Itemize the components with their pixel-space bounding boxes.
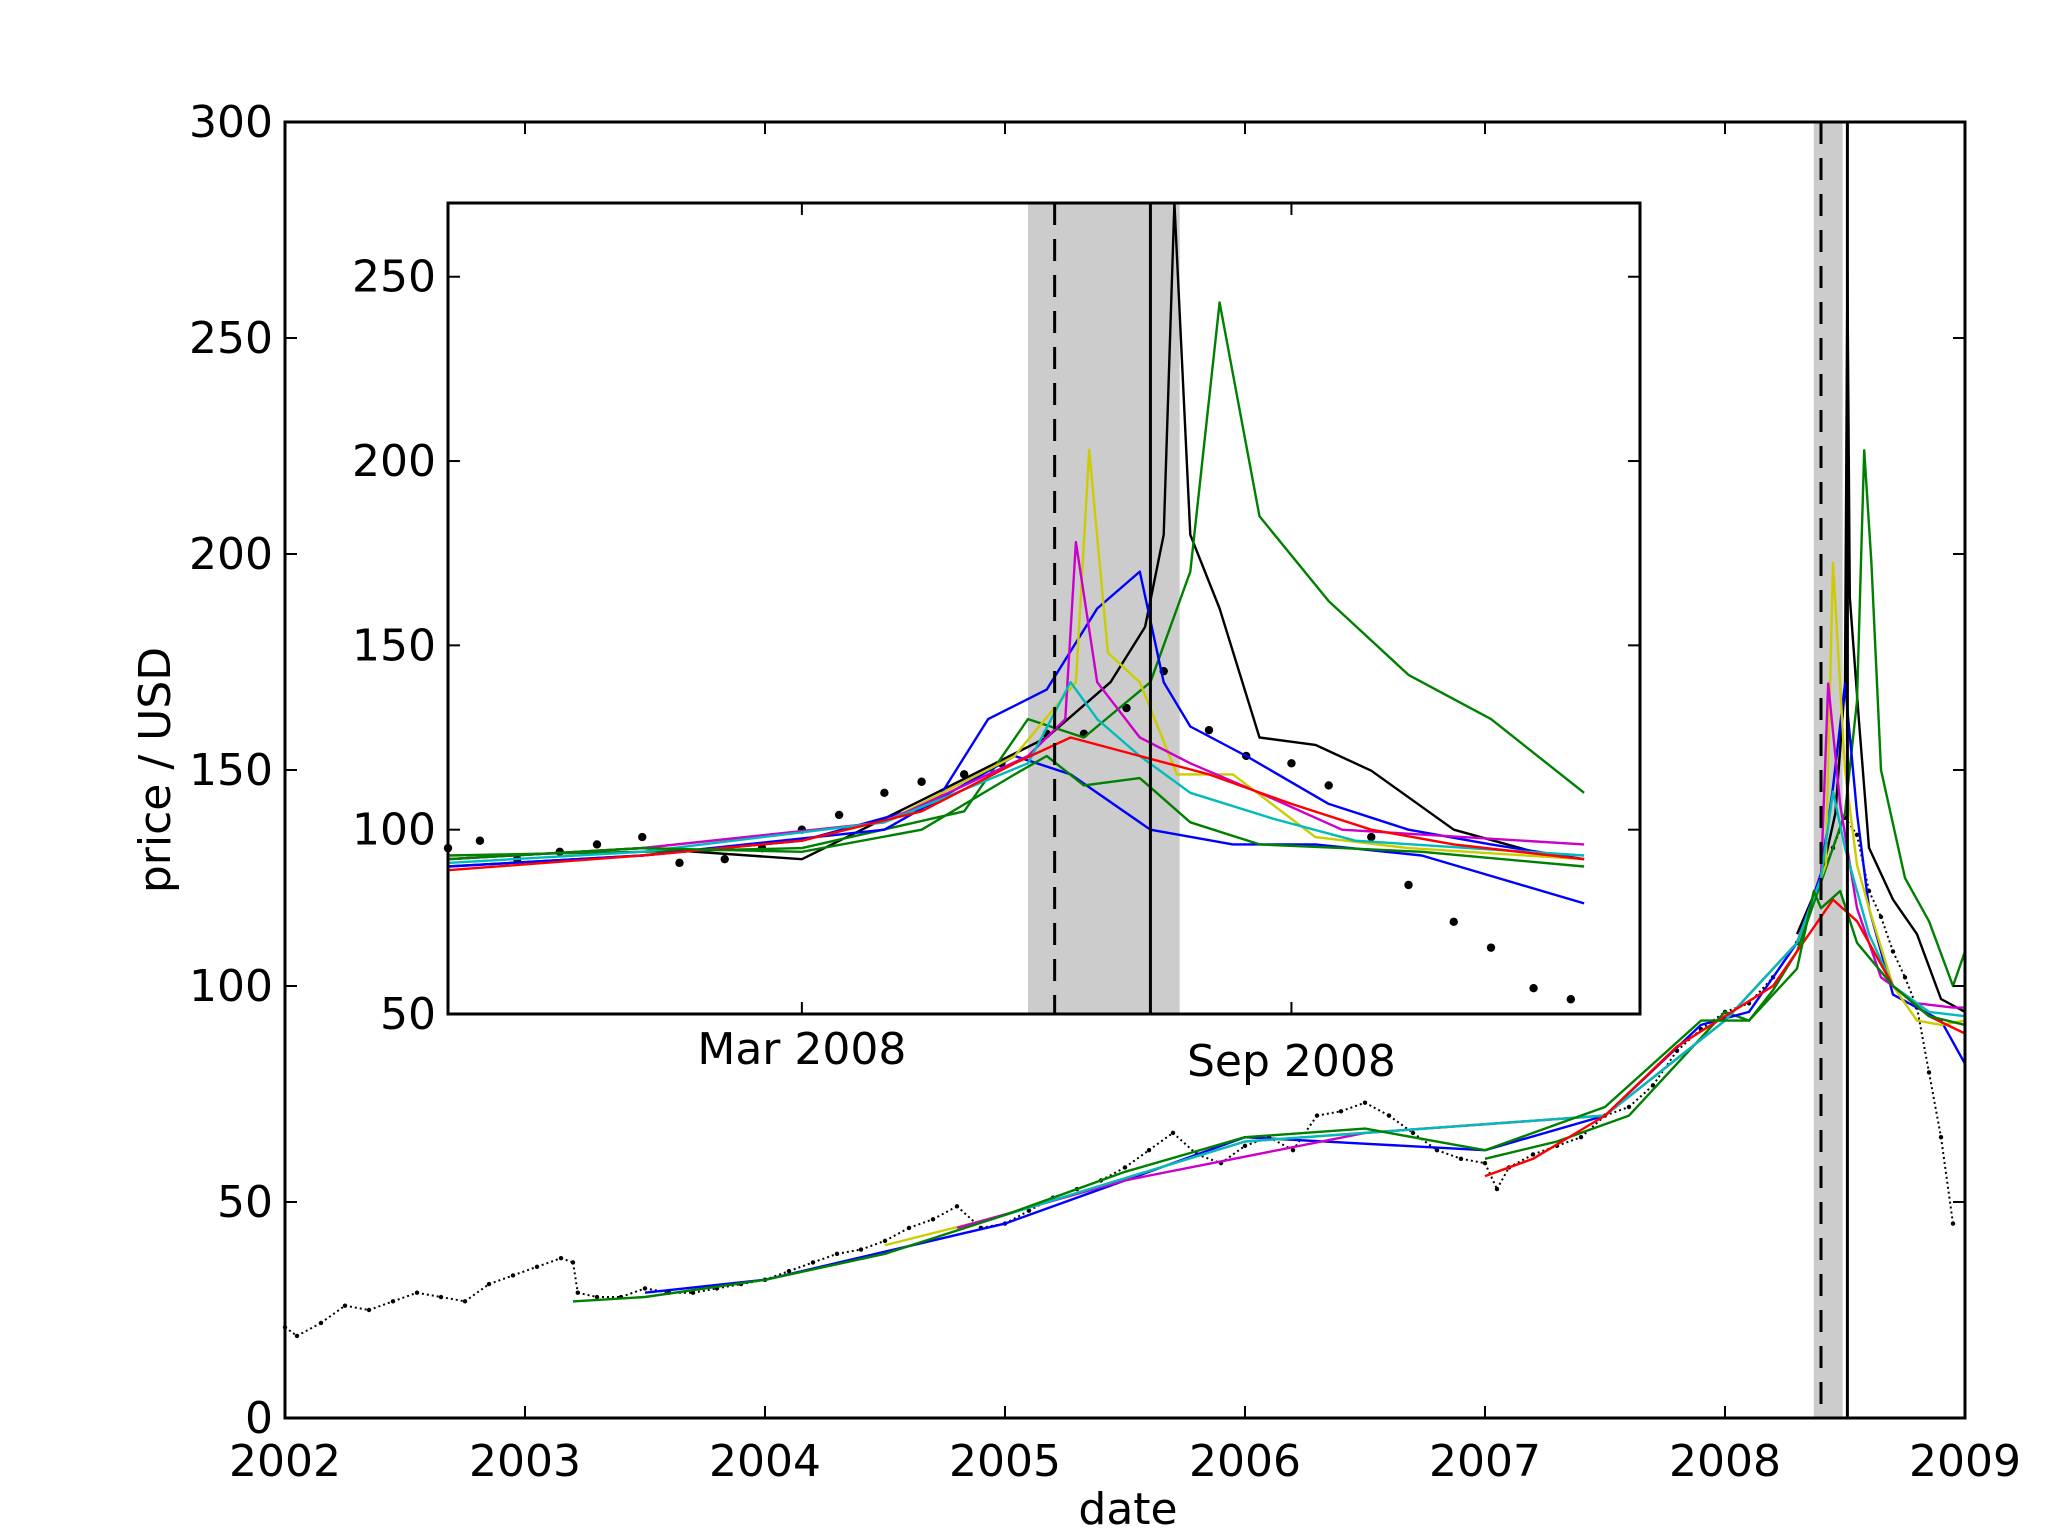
main-price-trace xyxy=(1928,1072,1942,1138)
main-xtick-label: 2005 xyxy=(949,1436,1061,1487)
inset-price-dot xyxy=(1529,983,1538,993)
inset-plot: 50 100 150 200 250 Mar 2008 Sep 2008 xyxy=(352,201,1642,1087)
main-xtick-label: 2004 xyxy=(709,1436,821,1487)
inset-vertical-lines xyxy=(1053,203,1152,1014)
inset-xtick-label: Mar 2008 xyxy=(697,1024,906,1075)
main-price-trace xyxy=(1172,1132,1198,1156)
inset-price-dot xyxy=(720,854,729,864)
x-axis-label: date xyxy=(1078,1484,1177,1535)
main-price-trace xyxy=(860,1239,886,1251)
main-ytick-label: 200 xyxy=(189,529,273,580)
main-price-trace xyxy=(1340,1101,1366,1113)
main-price-trace xyxy=(644,1287,670,1294)
inset-price-dot xyxy=(1204,725,1214,735)
main-y-axis: 0 50 100 150 200 250 300 xyxy=(189,97,1965,1444)
main-ytick-label: 150 xyxy=(189,745,273,796)
main-x-axis: 2002 2003 2004 2005 2006 2007 2008 2009 xyxy=(229,122,2021,1487)
inset-ytick-label: 150 xyxy=(352,620,436,671)
main-price-trace xyxy=(560,1257,574,1264)
main-xtick-label: 2003 xyxy=(469,1436,581,1487)
main-price-trace xyxy=(1916,1007,1930,1073)
inset-ytick-label: 200 xyxy=(352,436,436,487)
main-xtick-label: 2006 xyxy=(1189,1436,1301,1487)
main-series-line-7 xyxy=(572,889,1966,1303)
inset-price-dot xyxy=(1122,703,1131,713)
inset-price-dot xyxy=(1404,880,1413,890)
main-ytick-label: 300 xyxy=(189,97,273,148)
inset-price-dot xyxy=(675,858,684,868)
inset-series-line-1 xyxy=(447,301,1585,857)
inset-plot-frame xyxy=(446,201,1642,1016)
inset-price-dot xyxy=(917,777,926,786)
inset-price-dot xyxy=(638,832,647,842)
main-price-trace xyxy=(440,1296,466,1303)
main-price-trace xyxy=(1316,1110,1342,1117)
main-price-trace xyxy=(488,1274,514,1286)
inset-price-dot xyxy=(834,810,844,820)
main-price-trace xyxy=(764,1270,790,1281)
main-price-trace xyxy=(1460,1157,1486,1165)
inset-ytick-label: 50 xyxy=(380,989,436,1040)
main-price-trace xyxy=(692,1287,718,1294)
main-xtick-label: 2008 xyxy=(1669,1436,1781,1487)
main-price-trace xyxy=(788,1261,814,1273)
inset-x-axis: Mar 2008 Sep 2008 xyxy=(697,203,1396,1087)
inset-price-dot xyxy=(1566,995,1576,1004)
inset-price-dot xyxy=(1367,832,1376,842)
inset-xtick-label: Sep 2008 xyxy=(1187,1036,1396,1087)
main-ytick-label: 250 xyxy=(189,313,273,364)
inset-price-dot xyxy=(880,788,889,798)
main-price-trace xyxy=(812,1252,838,1264)
main-price-trace xyxy=(908,1218,934,1229)
main-series-line-1 xyxy=(1484,449,1967,1160)
inset-y-axis: 50 100 150 200 250 xyxy=(352,252,1640,1040)
main-xtick-label: 2009 xyxy=(1909,1436,2021,1487)
inset-series-line-6 xyxy=(447,681,1585,865)
inset-price-dot xyxy=(475,836,485,845)
main-price-trace xyxy=(1436,1149,1462,1160)
main-price-trace xyxy=(344,1304,370,1311)
main-price-trace xyxy=(577,1291,598,1299)
inset-series-line-7 xyxy=(447,736,1585,872)
main-series-group xyxy=(572,272,1967,1303)
main-ytick-label: 50 xyxy=(217,1177,273,1228)
main-xtick-label: 2002 xyxy=(229,1436,341,1487)
main-price-trace xyxy=(836,1248,862,1255)
main-price-trace xyxy=(1904,976,1918,1008)
main-price-trace xyxy=(1496,1166,1510,1190)
main-price-trace xyxy=(572,1262,579,1293)
y-axis-label: price / USD xyxy=(130,647,181,893)
main-vertical-lines xyxy=(1819,122,1849,1418)
inset-price-dot xyxy=(1449,917,1458,927)
main-price-trace xyxy=(416,1291,442,1299)
inset-series-line-2 xyxy=(447,570,1585,868)
inset-price-dot xyxy=(592,840,602,849)
inset-price-dot xyxy=(1486,943,1496,952)
inset-price-dot xyxy=(1287,759,1296,768)
inset-ytick-label: 100 xyxy=(352,805,436,856)
main-ytick-label: 0 xyxy=(245,1393,273,1444)
main-xtick-label: 2007 xyxy=(1429,1436,1541,1487)
main-price-trace xyxy=(536,1257,562,1268)
main-price-trace xyxy=(1880,916,1894,952)
main-price-trace xyxy=(1628,1084,1654,1108)
main-price-trace xyxy=(620,1287,646,1298)
main-price-trace xyxy=(512,1265,538,1277)
inset-series-line-8 xyxy=(447,754,1585,868)
main-price-trace xyxy=(368,1300,394,1311)
inset-price-dot xyxy=(1324,781,1333,790)
main-price-trace xyxy=(1604,1106,1630,1117)
inset-ytick-label: 250 xyxy=(352,252,436,303)
main-price-trace xyxy=(1556,1136,1582,1147)
main-ytick-label: 100 xyxy=(189,961,273,1012)
main-price-trace xyxy=(392,1291,418,1303)
main-series-line-0 xyxy=(1795,272,1966,1013)
